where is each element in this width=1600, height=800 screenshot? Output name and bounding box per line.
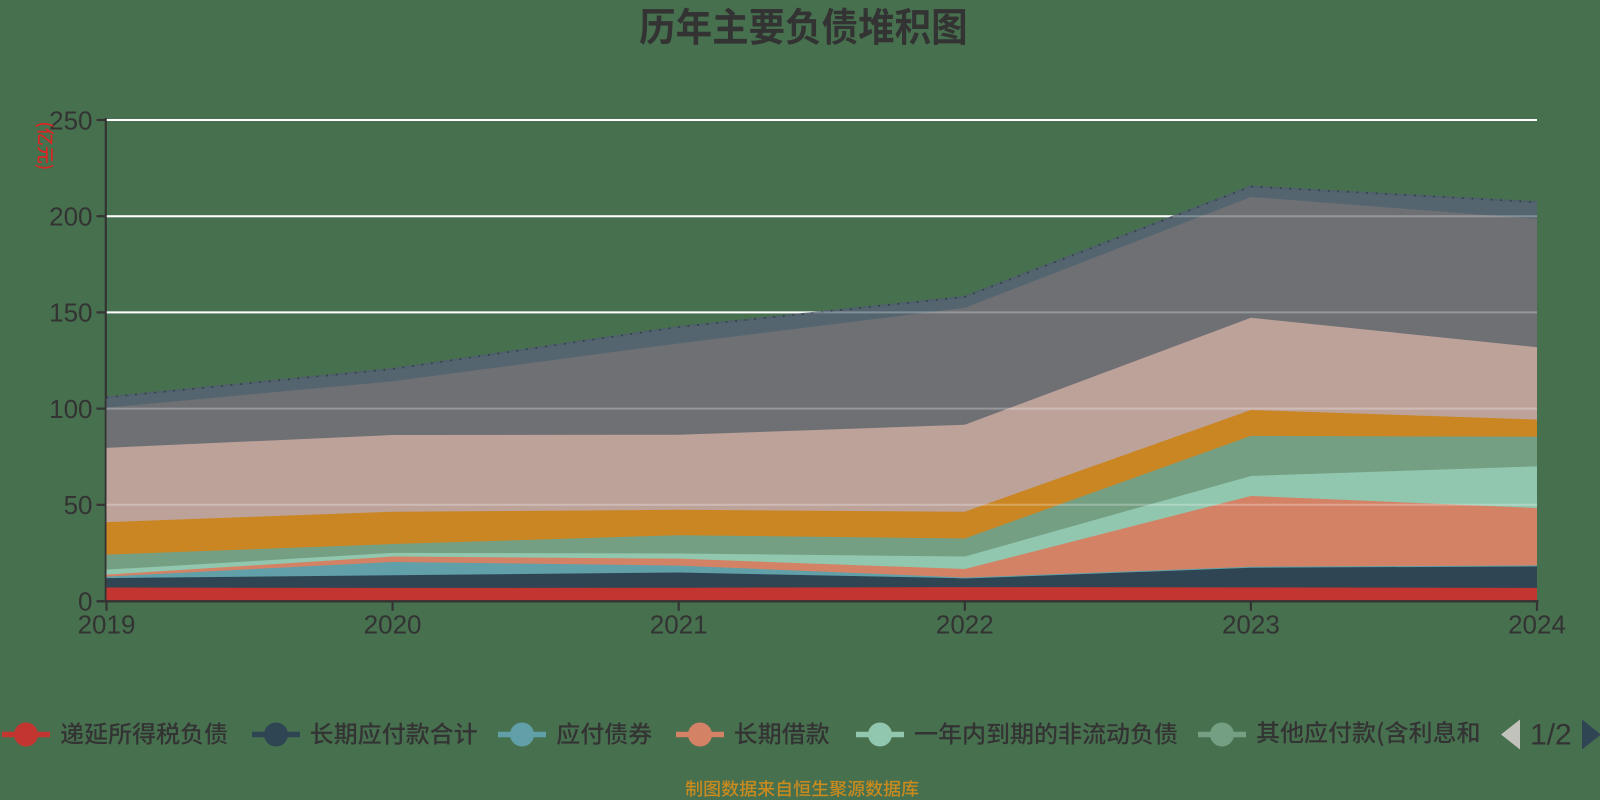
svg-text:2023: 2023 bbox=[1222, 610, 1280, 640]
svg-text:2022: 2022 bbox=[936, 610, 994, 640]
svg-text:2020: 2020 bbox=[364, 610, 422, 640]
svg-text:100: 100 bbox=[49, 394, 92, 424]
svg-text:200: 200 bbox=[49, 202, 92, 232]
svg-text:2019: 2019 bbox=[78, 610, 136, 640]
svg-text:0: 0 bbox=[78, 586, 92, 616]
svg-text:2021: 2021 bbox=[650, 610, 708, 640]
svg-text:2024: 2024 bbox=[1508, 610, 1566, 640]
svg-text:250: 250 bbox=[49, 105, 92, 135]
svg-text:1/2: 1/2 bbox=[1530, 719, 1572, 752]
svg-text:50: 50 bbox=[64, 490, 93, 520]
svg-text:150: 150 bbox=[49, 298, 92, 328]
